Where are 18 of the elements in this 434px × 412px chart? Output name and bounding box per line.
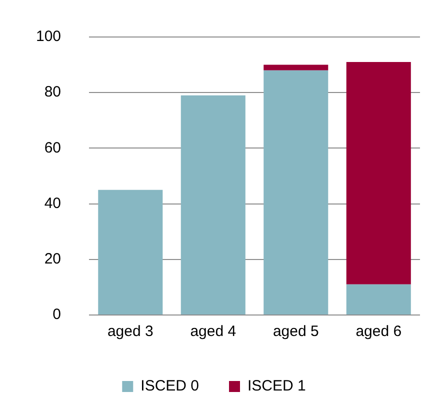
y-tick-label: 20 — [44, 250, 62, 268]
legend-label: ISCED 1 — [248, 378, 306, 395]
y-tick-label: 80 — [44, 84, 62, 101]
y-tick-label: 100 — [36, 28, 62, 46]
bar — [264, 64, 328, 70]
x-tick-label: aged 6 — [356, 323, 402, 340]
x-tick-label: aged 4 — [190, 323, 236, 340]
bar — [346, 284, 411, 314]
bar — [98, 190, 163, 314]
x-tick-label: aged 3 — [107, 323, 154, 340]
bar — [264, 70, 328, 314]
y-tick-label: 0 — [52, 306, 62, 324]
bar — [346, 62, 411, 284]
legend-label: ISCED 0 — [140, 378, 200, 395]
x-tick-label: aged 5 — [272, 323, 319, 340]
y-tick-label: 40 — [44, 194, 62, 212]
y-tick-label: 60 — [44, 139, 62, 156]
bar — [180, 95, 246, 314]
